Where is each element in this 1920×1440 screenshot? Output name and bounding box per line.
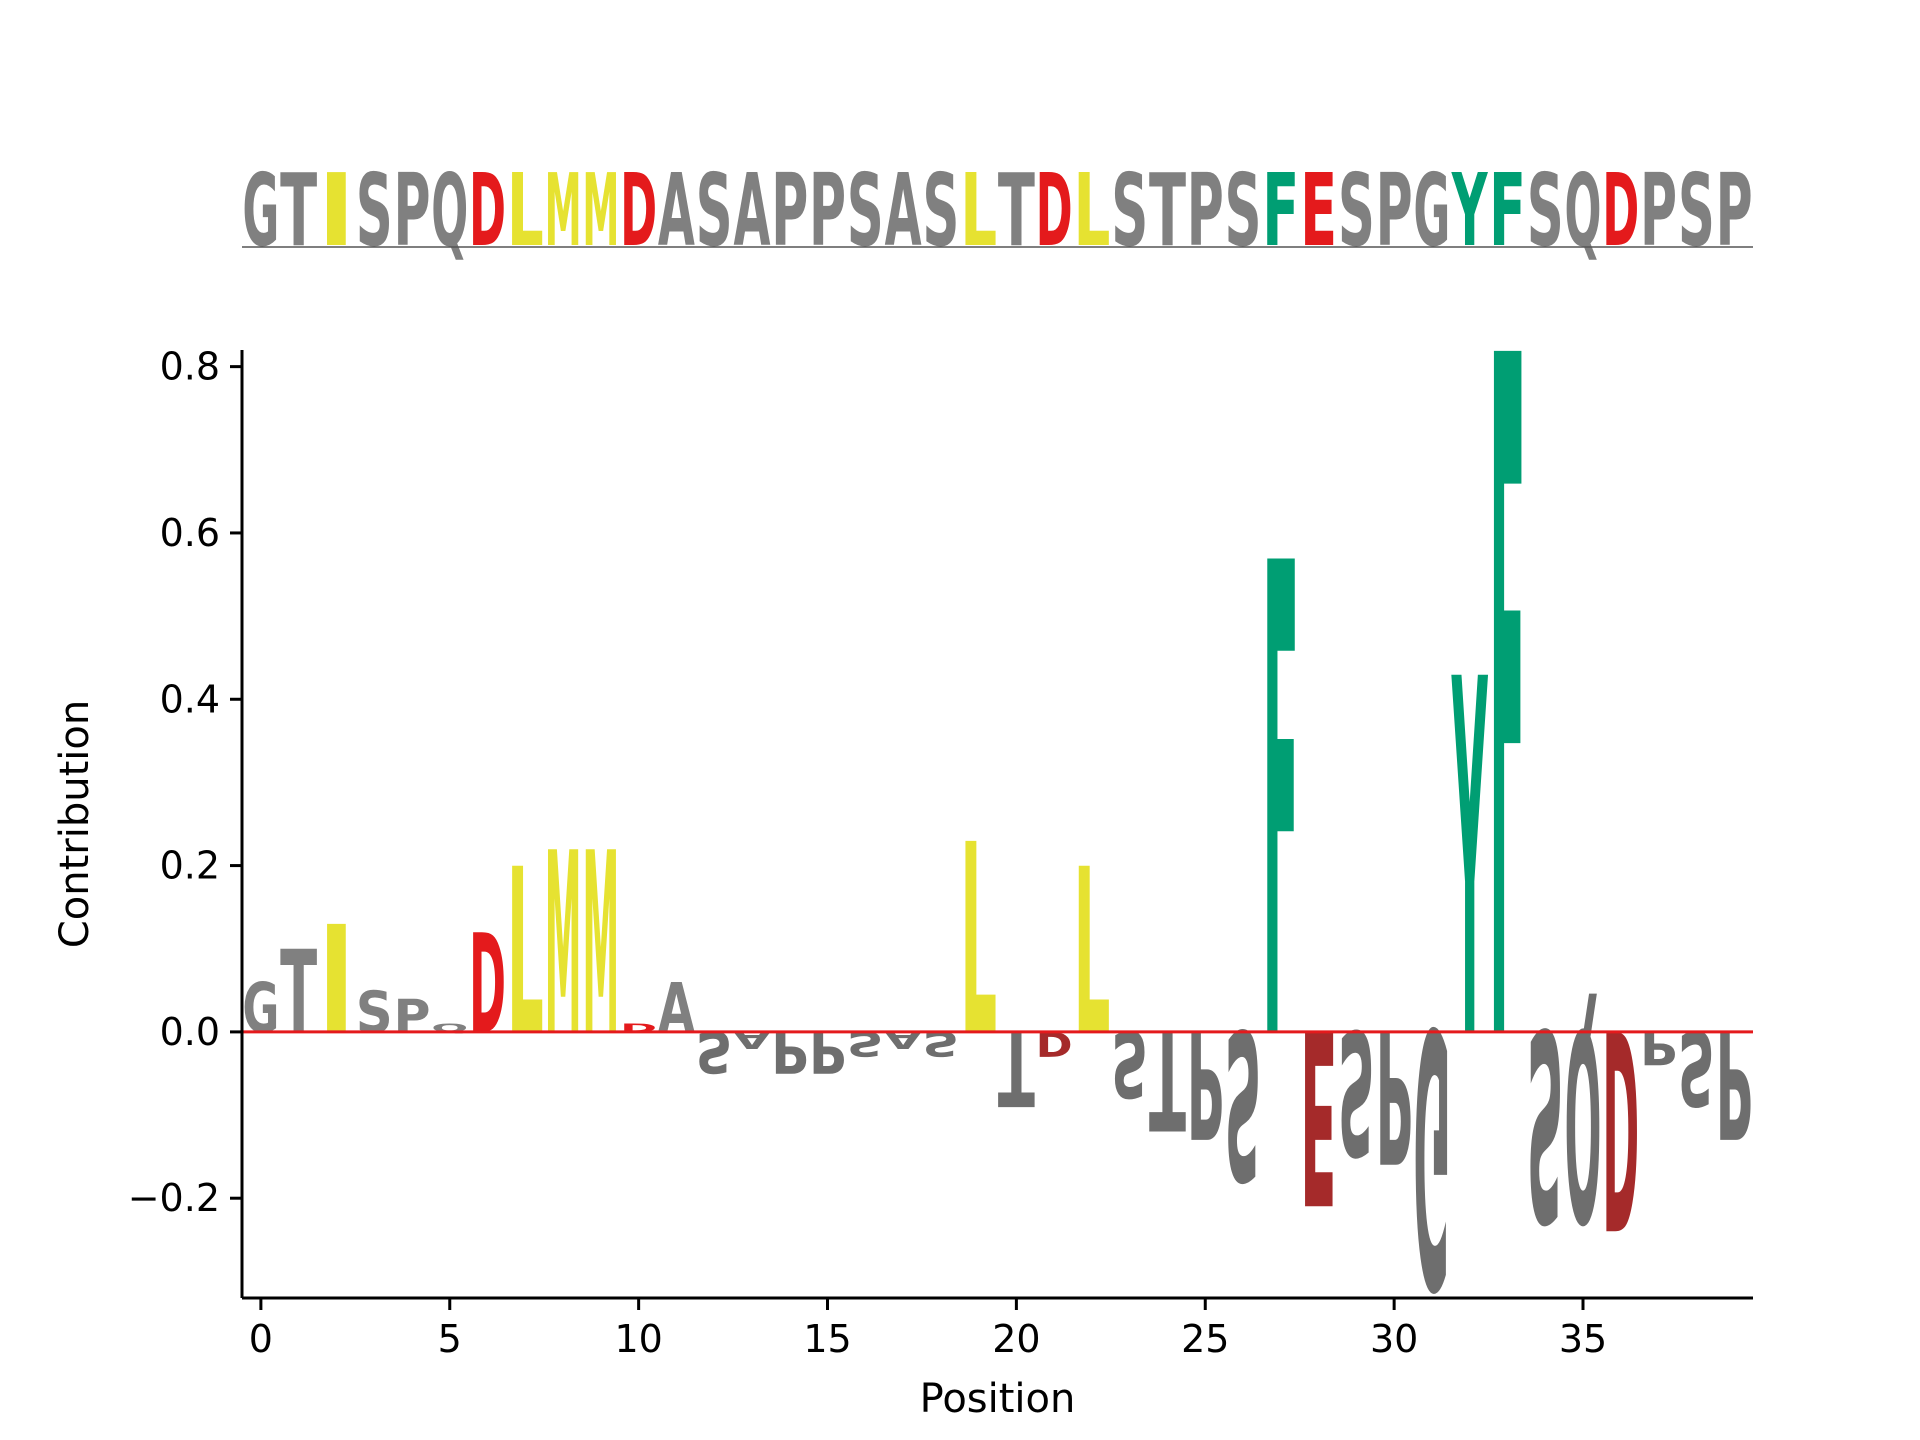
y-tick-label: 0.6 [160,511,220,555]
x-tick-label: 25 [1181,1317,1229,1361]
x-tick-label: 35 [1559,1317,1607,1361]
x-tick-label: 10 [614,1317,662,1361]
x-ticks: 0 5 10 15 20 25 30 35 [249,1298,1607,1361]
logo-letter: T [280,927,317,1060]
sequence-residue: E [1300,152,1337,269]
y-axis-title: Contribution [52,700,98,948]
logo-letter: L [960,789,997,1094]
sequence-residue: S [1111,152,1148,269]
sequence-residue: A [658,153,695,269]
sequence-residue: S [356,152,393,269]
logo-letter: Q [1565,969,1602,1273]
logo-letter: I [318,895,355,1068]
logo-letter: F [1489,166,1526,1253]
logo-letter: G [242,968,279,1048]
sequence-residue: D [1602,153,1639,269]
logo-letter: M [582,801,619,1092]
sequence-residue: T [1149,152,1186,269]
sequence-residue: P [1716,152,1753,269]
logo-letter: P [1187,996,1224,1169]
logo-letter: P [1716,996,1753,1169]
sequence-residue: S [1338,152,1375,269]
x-tick-label: 30 [1370,1317,1418,1361]
x-tick-label: 15 [803,1317,851,1361]
sequence-residue: G [242,153,279,269]
y-ticks: −0.2 0.0 0.2 0.4 0.6 0.8 [128,345,242,1220]
sequence-residue: G [1413,153,1450,269]
sequence-residue: P [771,152,808,269]
sequence-residue: S [1527,152,1564,269]
x-tick-label: 5 [438,1317,462,1361]
sequence-residue: D [1036,153,1073,269]
sequence-residue: I [318,152,355,269]
sequence-residue: L [1073,153,1110,269]
sequence-residue: P [393,152,430,269]
sequence-residue: P [809,152,846,269]
logo-letter: L [507,822,544,1086]
logo-letters: G T I S P Q D L M M D AS A P P S A S L T D L S T P S F E S P GY F S Q D P S P [242,166,1752,1358]
y-tick-label: 0.4 [160,677,220,721]
y-tick-label: −0.2 [128,1176,220,1220]
logo-letter: D [1036,1023,1073,1063]
sequence-residue: M [582,152,619,269]
logo-letter: G [1413,948,1450,1359]
sequence-residue: F [1489,152,1526,269]
logo-letter: P [771,1018,808,1085]
sequence-residue: A [885,153,922,269]
logo-letter: S [1111,1010,1148,1116]
logo-letter: S [356,979,393,1045]
logo-letter: P [1376,988,1413,1201]
logo-letter: E [1300,975,1337,1254]
logo-letter: S [1225,983,1262,1222]
logo-letter: Y [1451,579,1488,1149]
sequence-residue: Q [431,153,468,270]
logo-letter: L [1073,822,1110,1086]
x-axis-title: Position [920,1376,1076,1422]
sequence-residue: P [1187,152,1224,269]
logo-letter: T [1149,999,1186,1159]
logo-letter: A [658,968,695,1048]
y-tick-label: 0.8 [160,345,220,389]
logo-letter: T [998,1007,1035,1126]
sequence-residue: P [1640,152,1677,269]
sequence-residue: S [1678,152,1715,269]
sequence-residue: D [620,153,657,269]
sequence-residue: P [1376,152,1413,269]
y-tick-label: 0.0 [160,1010,220,1054]
logo-letter: F [1262,429,1299,1186]
logo-letter: S [1338,991,1375,1190]
logo-letter: S [696,1018,733,1084]
sequence-residue: T [280,152,317,269]
x-tick-label: 20 [992,1317,1040,1361]
logo-letter: S [922,1023,959,1062]
sequence-residue: Q [1565,153,1602,270]
sequence-residue: Y [1451,152,1488,269]
logo-letter: P [393,990,430,1043]
sequence-residue: A [733,153,770,269]
logo-letter: D [469,906,506,1065]
logo-letter: M [545,801,582,1092]
sequence-residue: F [1262,152,1299,269]
sequence-residue: S [847,152,884,269]
sequence-residue: S [922,152,959,269]
sequence-residue: L [507,153,544,269]
logo-letter: S [847,1023,884,1062]
x-tick-label: 0 [249,1317,273,1361]
sequence-residue: D [469,153,506,269]
sequence-residue: S [696,152,733,269]
y-tick-label: 0.2 [160,844,220,888]
sequence-residue: M [545,152,582,269]
logo-letter: S [1527,969,1564,1274]
logo-letter: P [809,1018,846,1085]
logo-letter: D [1602,966,1639,1284]
sequence-residue: L [960,153,997,269]
sequence-residue: T [998,152,1035,269]
logo-letter: P [1640,1021,1677,1074]
sequence-residue: S [1225,152,1262,269]
logo-letter: S [1678,1007,1715,1126]
